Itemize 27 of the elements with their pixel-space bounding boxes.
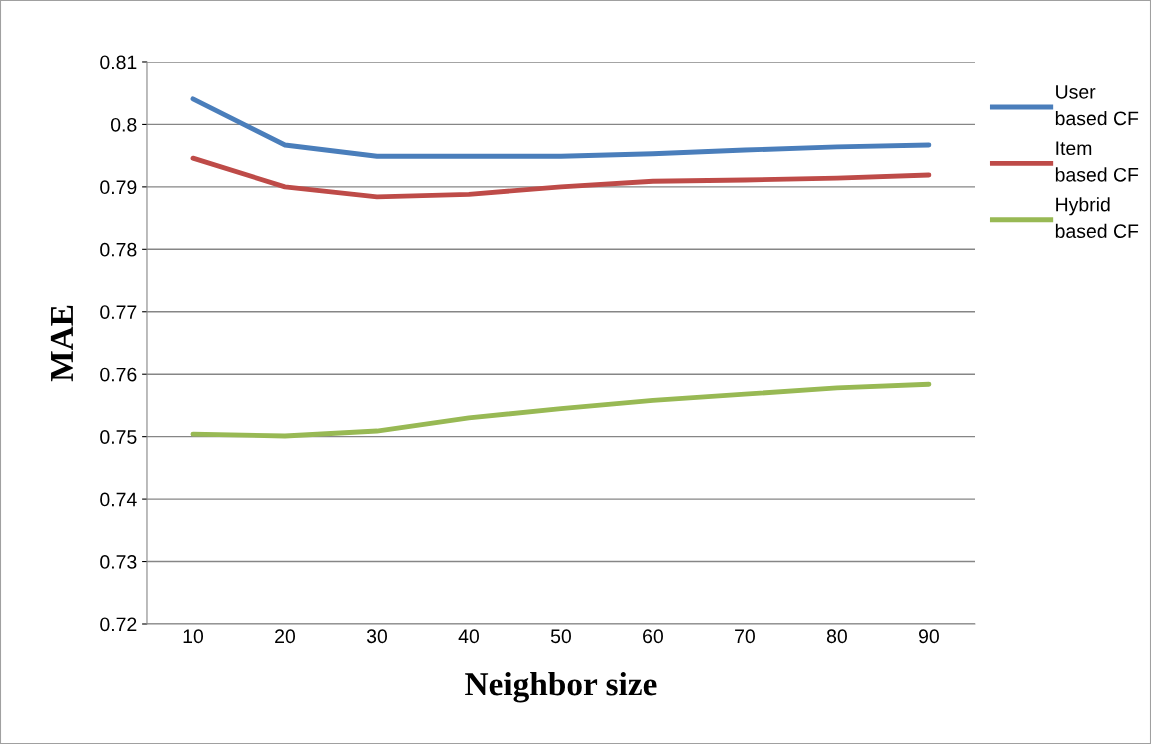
x-tick-label: 40	[458, 629, 479, 644]
x-tick-label: 70	[735, 629, 755, 644]
y-tick-label: 0.72	[100, 617, 137, 632]
y-tick-label: 0.79	[100, 180, 137, 195]
y-tick-label: 0.74	[100, 492, 137, 507]
x-tick-label: 20	[275, 629, 296, 644]
line-series	[190, 96, 932, 159]
y-tick-label: 0.8	[110, 117, 137, 132]
y-tick-label: 0.76	[100, 367, 137, 382]
legend-label: Item based CF	[1055, 141, 1139, 182]
y-axis-title: MAE	[50, 305, 73, 382]
x-axis-title: Neighbor size	[465, 671, 657, 703]
x-tick-label: 90	[919, 629, 939, 644]
legend-label: User based CF	[1055, 85, 1139, 126]
y-tick-label: 0.75	[100, 430, 137, 444]
x-tick-label: 10	[183, 629, 204, 644]
y-tick-label: 0.77	[100, 305, 137, 319]
x-tick-label: 50	[550, 629, 571, 644]
x-tick-label: 30	[366, 629, 388, 644]
x-tick-label: 60	[643, 629, 663, 644]
y-tick-label: 0.73	[100, 555, 137, 569]
legend-label: Hybrid based CF	[1055, 197, 1139, 239]
y-tick-label: 0.81	[100, 55, 137, 70]
line-series	[190, 381, 932, 439]
line-series	[190, 155, 932, 200]
y-tick-label: 0.78	[100, 242, 137, 257]
x-tick-label: 80	[826, 629, 847, 644]
